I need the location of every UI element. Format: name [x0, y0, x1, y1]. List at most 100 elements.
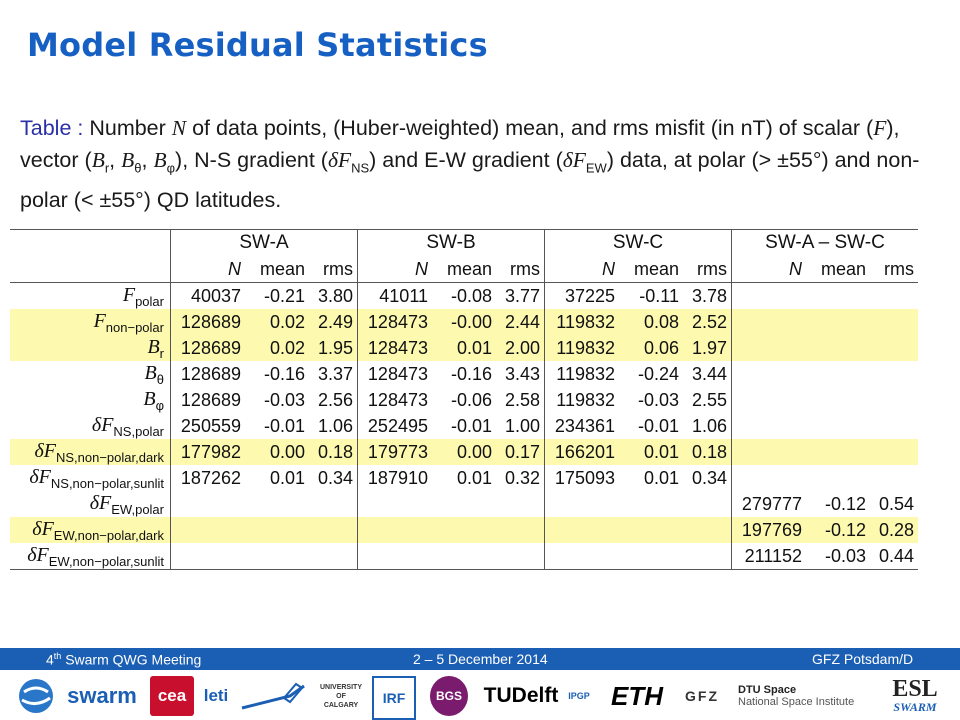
table-cell — [432, 543, 496, 570]
table-row: δFNS,non−polar,dark 177982 0.00 0.18 179773 0… — [10, 439, 918, 465]
table-cell — [731, 309, 806, 335]
subheader-n: N — [170, 256, 245, 283]
table-cell: 128689 — [170, 335, 245, 361]
table-row: Fnon−polar 128689 0.02 2.49 128473 -0.00 2.44 1… — [10, 309, 918, 335]
table-cell: 2.44 — [496, 309, 545, 335]
table-cell — [683, 543, 732, 570]
logo-cea: cea — [150, 676, 194, 716]
table-cell: 1.95 — [309, 335, 358, 361]
table-cell: 252495 — [367, 415, 428, 436]
row-symbol: B — [147, 335, 160, 358]
table-cell: 177982 — [170, 439, 245, 465]
logo-bgs: BGS — [430, 676, 468, 716]
row-subscript: non−polar — [105, 319, 164, 335]
row-subscript: EW,non−polar,dark — [53, 527, 164, 543]
table-cell: 250559 — [180, 415, 241, 436]
footer-meeting: 4th Swarm QWG Meeting — [46, 651, 202, 668]
table-cell: 0.01 — [643, 467, 679, 488]
table-cell: 0.02 — [245, 309, 309, 335]
table-row: Bθ 128689 -0.16 3.37 128473 -0.16 3.43 119832 -0… — [10, 361, 918, 387]
row-symbol: δF — [27, 543, 49, 566]
group-header: SW-A — [170, 229, 358, 256]
table-cell: 0.34 — [309, 465, 358, 491]
row-subscript: NS,non−polar,sunlit — [50, 475, 164, 491]
subheader-rms: rms — [496, 256, 545, 283]
table-cell — [245, 543, 309, 570]
table-cell: 128473 — [367, 389, 428, 410]
row-label: Fpolar — [10, 282, 171, 309]
table-cell — [870, 283, 918, 310]
table-cell — [496, 491, 545, 517]
table-cell: 1.06 — [683, 413, 732, 439]
group-header: SW-C — [544, 229, 732, 256]
table-cell: -0.21 — [263, 285, 305, 306]
row-subscript: θ — [156, 371, 164, 387]
row-symbol: F — [122, 283, 136, 306]
row-label: Fnon−polar — [10, 309, 171, 335]
table-cell — [806, 413, 870, 439]
table-cell: 0.01 — [432, 335, 496, 361]
table-cell: 2.52 — [683, 309, 732, 335]
table-cell — [545, 491, 620, 517]
table-cell — [870, 309, 918, 335]
table-row: Fpolar 40037 -0.21 3.80 41011 -0.08 3.77 37225 -… — [10, 282, 918, 310]
table-cell — [870, 335, 918, 361]
table-cell — [309, 543, 358, 570]
table-cell: 0.18 — [309, 439, 358, 465]
table-cell — [683, 517, 732, 543]
table-cell — [170, 517, 245, 543]
slide-title: Model Residual Statistics — [27, 26, 488, 64]
table-cell — [171, 491, 246, 517]
row-label: Bφ — [10, 387, 171, 413]
table-cell — [357, 517, 432, 543]
table-cell — [870, 439, 918, 465]
table-row: Br 128689 0.02 1.95 128473 0.01 2.00 119832 0.06… — [10, 335, 918, 361]
table-cell: -0.06 — [450, 389, 492, 410]
table-cell — [806, 361, 870, 387]
table-cell — [544, 543, 619, 570]
table-cell — [731, 335, 806, 361]
table-cell: -0.11 — [639, 285, 679, 306]
logo-calgary: UNIVERSITY OF CALGARY — [319, 683, 362, 709]
table-row: δFNS,non−polar,sunlit 187262 0.01 0.34 18791… — [10, 465, 918, 491]
table-cell: 0.01 — [619, 439, 683, 465]
subheader-n: N — [357, 256, 432, 283]
table-cell — [245, 517, 309, 543]
subheader-n: N — [731, 256, 806, 283]
table-cell: 1.00 — [496, 413, 545, 439]
table-cell: -0.03 — [637, 389, 679, 410]
table-cell — [619, 543, 683, 570]
row-label: Br — [10, 335, 171, 361]
table-cell: 175093 — [554, 467, 615, 488]
table-cell — [731, 439, 806, 465]
row-label: δFEW,polar — [10, 491, 171, 517]
table-cell: 211152 — [731, 543, 806, 570]
table-cell: 0.54 — [878, 493, 914, 514]
table-cell: 179773 — [357, 439, 432, 465]
table-cell: -0.03 — [806, 543, 870, 570]
row-subscript: EW,polar — [111, 501, 164, 517]
table-cell: -0.03 — [263, 389, 305, 410]
row-symbol: B — [143, 387, 156, 410]
table-cell — [619, 517, 683, 543]
row-subscript: NS,polar — [113, 423, 164, 439]
table-cell: 0.34 — [683, 465, 732, 491]
table-row: Bφ 128689 -0.03 2.56 128473 -0.06 2.58 119832 -0… — [10, 387, 918, 413]
table-cell — [806, 439, 870, 465]
table-cell: 3.77 — [496, 282, 545, 309]
table-cell — [806, 387, 870, 413]
table-cell — [432, 491, 496, 517]
footer-bar: 4th Swarm QWG Meeting 2 – 5 December 201… — [0, 648, 960, 670]
table-cell: 128689 — [180, 363, 241, 384]
logo-esl: ESL SWARM — [892, 676, 938, 714]
table-cell: 2.58 — [496, 387, 545, 413]
logo-gfz: GFZ — [685, 688, 719, 704]
row-symbol: F — [93, 309, 106, 332]
table-cell — [245, 491, 309, 517]
table-cell: 0.44 — [870, 543, 918, 570]
table-cell: 119832 — [544, 309, 619, 335]
subheader-mean: mean — [245, 256, 309, 283]
table-cell: 1.06 — [309, 413, 358, 439]
